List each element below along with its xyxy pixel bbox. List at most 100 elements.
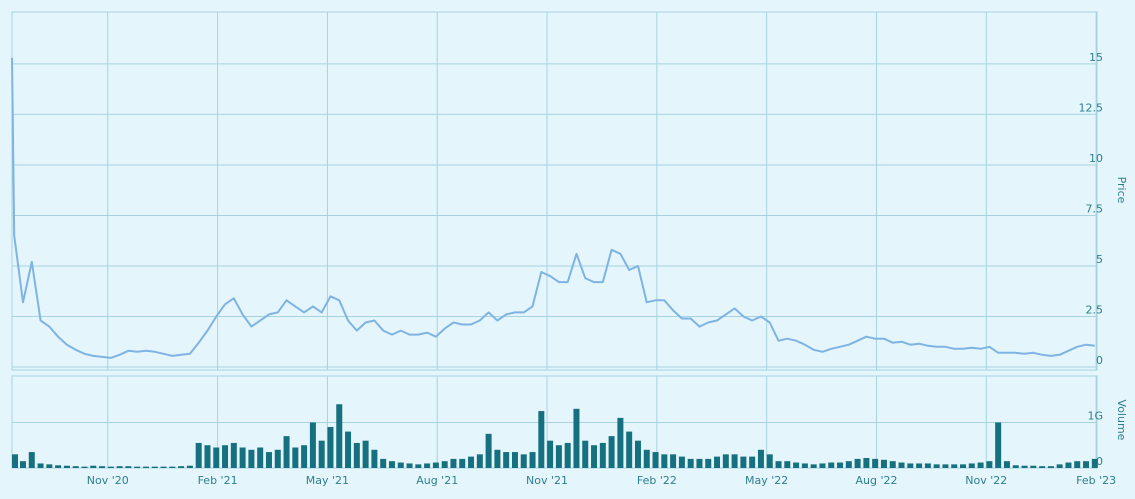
volume-bar xyxy=(1021,465,1028,468)
volume-bar xyxy=(99,466,106,468)
volume-bar xyxy=(125,466,132,468)
volume-bar xyxy=(432,462,439,468)
volume-bar xyxy=(986,461,993,468)
volume-bar xyxy=(793,462,800,468)
x-tick-label: Feb '23 xyxy=(1076,474,1116,487)
volume-bar xyxy=(362,440,369,468)
volume-bar xyxy=(907,463,914,468)
volume-bar xyxy=(731,454,738,468)
volume-bar xyxy=(283,436,290,468)
volume-bar xyxy=(476,454,483,468)
volume-bar xyxy=(634,440,641,468)
volume-bar xyxy=(160,466,167,468)
volume-bar xyxy=(845,461,852,468)
volume-bar xyxy=(1047,466,1054,468)
x-tick-label: Aug '22 xyxy=(855,474,897,487)
volume-bar xyxy=(380,458,387,468)
y-tick-label: 10 xyxy=(1089,152,1103,165)
volume-bar xyxy=(107,466,114,468)
volume-bar xyxy=(863,457,870,468)
volume-bar xyxy=(178,466,185,468)
volume-bar xyxy=(503,452,510,468)
volume-bar xyxy=(643,449,650,468)
volume-bar xyxy=(854,458,861,468)
volume-bar xyxy=(591,445,598,468)
volume-bar xyxy=(599,442,606,468)
y-tick-label: 0 xyxy=(1096,354,1103,367)
volume-bar xyxy=(292,447,299,468)
volume-bar xyxy=(213,447,220,468)
volume-bar xyxy=(336,404,343,468)
volume-bar xyxy=(520,454,527,468)
volume-bar xyxy=(406,463,413,468)
volume-bar xyxy=(72,466,79,468)
y-tick-label: 7.5 xyxy=(1086,202,1104,215)
volume-bar xyxy=(924,463,931,468)
volume-bar xyxy=(687,458,694,468)
volume-bar xyxy=(837,462,844,468)
volume-bar xyxy=(670,454,677,468)
volume-bar xyxy=(345,431,352,468)
volume-bar xyxy=(951,464,958,468)
volume-bar xyxy=(889,461,896,468)
volume-bar xyxy=(916,463,923,468)
volume-bar xyxy=(301,445,308,468)
volume-bar xyxy=(810,464,817,468)
volume-bar xyxy=(169,466,176,468)
volume-bar xyxy=(1091,458,1098,468)
volume-bar xyxy=(722,454,729,468)
volume-bar xyxy=(90,465,97,468)
volume-bar xyxy=(450,458,457,468)
volume-bar xyxy=(740,456,747,468)
volume-bar xyxy=(1056,464,1063,468)
x-tick-label: May '21 xyxy=(306,474,349,487)
volume-bar xyxy=(274,449,281,468)
volume-bar xyxy=(494,449,501,468)
volume-bar xyxy=(441,461,448,468)
volume-bar xyxy=(872,458,879,468)
x-tick-label: Nov '20 xyxy=(87,474,129,487)
volume-bar xyxy=(257,447,264,468)
volume-bar xyxy=(511,452,518,468)
volume-bar xyxy=(239,447,246,468)
volume-bar xyxy=(459,458,466,468)
volume-bar xyxy=(555,445,562,468)
volume-bar xyxy=(1003,461,1010,468)
volume-bar xyxy=(1083,461,1090,468)
volume-bar xyxy=(784,461,791,468)
volume-bar xyxy=(995,422,1002,468)
price-line xyxy=(11,57,1095,359)
volume-bar xyxy=(371,449,378,468)
volume-bar xyxy=(547,440,554,468)
volume-bar xyxy=(19,461,26,468)
x-tick-label: Aug '21 xyxy=(416,474,458,487)
y-tick-label: 2.5 xyxy=(1086,303,1104,316)
volume-bar xyxy=(714,456,721,468)
volume-bar xyxy=(828,462,835,468)
volume-bar xyxy=(63,465,70,468)
volume-bar xyxy=(116,466,123,468)
x-tick-label: May '22 xyxy=(745,474,788,487)
volume-bar xyxy=(705,458,712,468)
volume-bar xyxy=(204,445,211,468)
volume-bar xyxy=(801,463,808,468)
volume-bar xyxy=(186,465,193,468)
volume-bar xyxy=(248,449,255,468)
x-tick-label: Nov '21 xyxy=(526,474,568,487)
volume-bar xyxy=(617,417,624,468)
volume-bar xyxy=(309,422,316,468)
volume-bar xyxy=(960,464,967,468)
volume-bar xyxy=(1039,466,1046,468)
volume-bar xyxy=(766,454,773,468)
panel-frame xyxy=(11,11,1098,371)
volume-bar xyxy=(388,461,395,468)
volume-bar xyxy=(318,440,325,468)
volume-bar xyxy=(696,458,703,468)
volume-bar xyxy=(134,466,141,468)
volume-bar xyxy=(1012,465,1019,468)
volume-bar xyxy=(222,445,229,468)
volume-bar xyxy=(942,464,949,468)
volume-bar xyxy=(529,452,536,468)
